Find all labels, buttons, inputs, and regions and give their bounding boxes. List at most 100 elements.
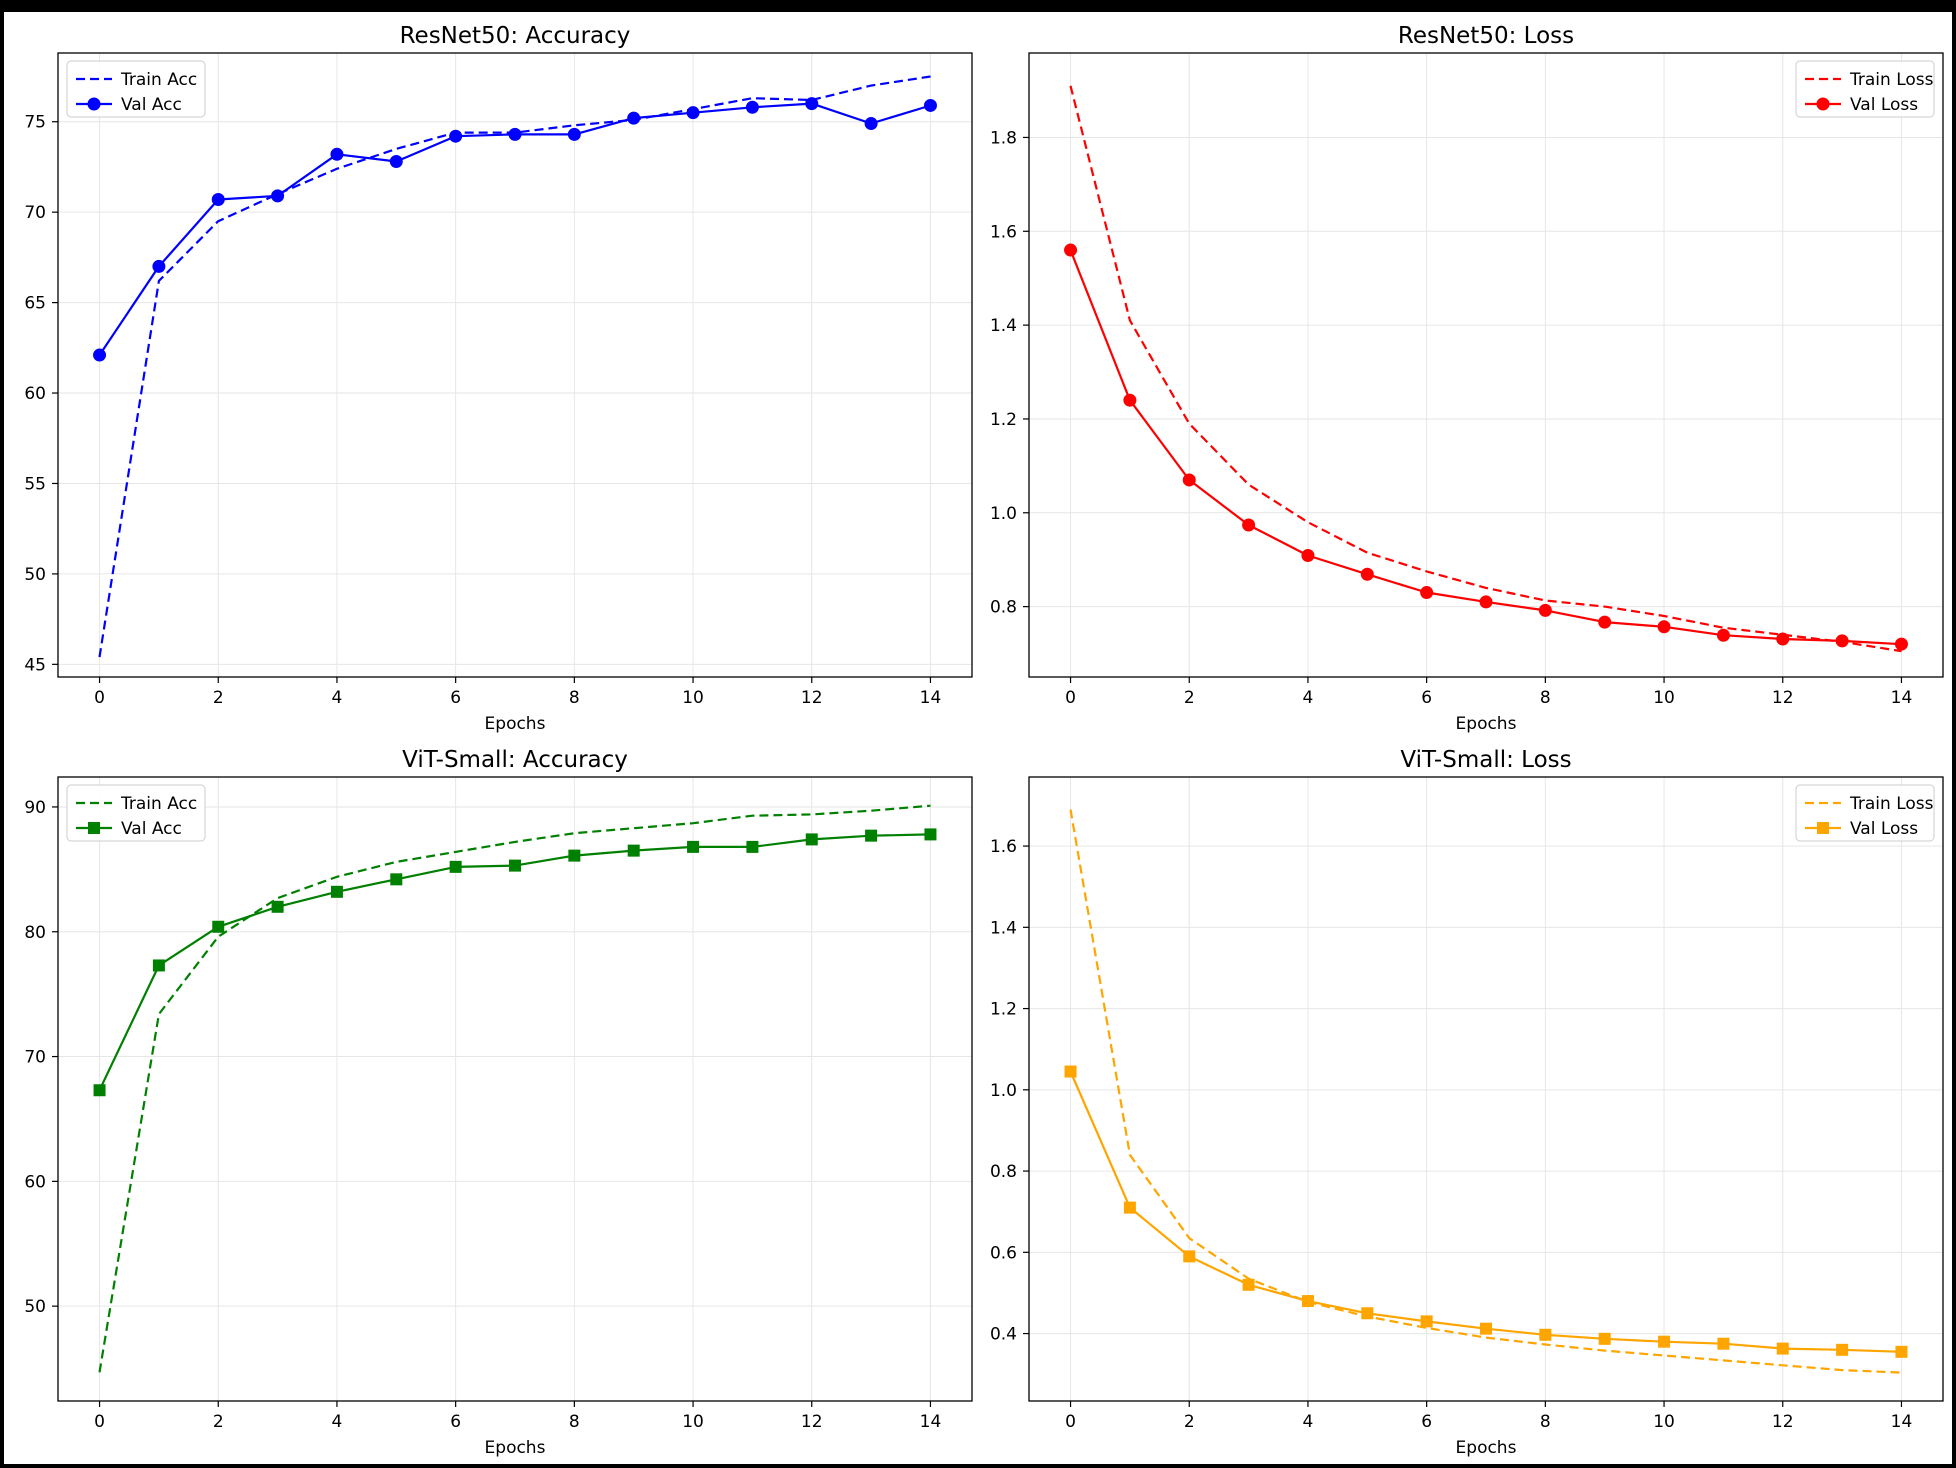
legend-label: Train Loss — [1849, 70, 1934, 90]
y-tick-label: 0.6 — [990, 1243, 1017, 1263]
data-point — [449, 860, 462, 873]
legend-label: Train Acc — [120, 70, 197, 90]
data-point — [746, 840, 759, 853]
x-tick-label: 4 — [1303, 688, 1314, 708]
y-tick-label: 1.2 — [990, 1000, 1017, 1020]
data-point — [864, 117, 878, 131]
legend-marker — [1816, 97, 1830, 111]
y-tick-label: 0.8 — [990, 1162, 1017, 1182]
y-tick-label: 1.2 — [990, 410, 1017, 430]
data-point — [152, 259, 166, 273]
plot-frame — [1028, 776, 1944, 1402]
x-tick-label: 8 — [1540, 688, 1551, 708]
data-point — [1242, 518, 1256, 532]
legend-label: Val Acc — [121, 819, 182, 839]
chart-3: 0 2 4 6 8 10 12 14 50 60 70 80 90 ViT-Small: Accuracy… — [24, 747, 973, 1458]
data-point — [1657, 620, 1671, 634]
x-tick-label: 10 — [682, 688, 704, 708]
x-tick-label: 8 — [1540, 1412, 1551, 1432]
data-point — [330, 147, 344, 161]
y-tick-label: 45 — [24, 655, 46, 675]
x-tick-label: 12 — [1772, 688, 1794, 708]
data-point — [1301, 548, 1315, 562]
y-tick-label: 80 — [24, 923, 46, 943]
x-tick-label: 10 — [1653, 1412, 1675, 1432]
x-tick-label: 8 — [569, 688, 580, 708]
y-tick-label: 90 — [24, 798, 46, 818]
data-point — [1480, 1322, 1492, 1335]
chart-4: 0 2 4 6 8 10 12 14 0.4 0.6 0.8 1.0 1.2 1.4 1.6 ViT-Smal… — [990, 747, 1944, 1458]
data-point — [924, 828, 937, 841]
y-tick-label: 55 — [24, 474, 46, 494]
x-tick-label: 10 — [1653, 688, 1675, 708]
data-point — [1598, 1332, 1611, 1345]
x-tick-label: 4 — [332, 688, 343, 708]
legend-marker — [1817, 822, 1829, 834]
data-point — [1836, 1343, 1849, 1356]
x-tick-label: 6 — [1421, 688, 1432, 708]
data-point — [1123, 1201, 1136, 1214]
figure-background — [4, 12, 1952, 1464]
data-point — [1598, 615, 1612, 629]
y-tick-label: 70 — [24, 1048, 46, 1068]
y-tick-label: 1.4 — [990, 918, 1017, 938]
x-tick-label: 0 — [94, 688, 105, 708]
plot-frame — [57, 52, 973, 678]
chart-title: ResNet50: Accuracy — [400, 23, 631, 49]
data-point — [1479, 595, 1493, 609]
y-tick-label: 1.6 — [990, 837, 1017, 857]
legend: Train Acc Val Acc — [66, 60, 206, 118]
x-tick-label: 2 — [213, 1412, 224, 1432]
data-point — [1301, 1295, 1314, 1308]
chart-2: 0 2 4 6 8 10 12 14 0.8 1.0 1.2 1.4 1.6 1.8 ResNet50: L… — [990, 23, 1944, 734]
legend: Train Loss Val Loss — [1795, 60, 1935, 118]
x-axis-label: Epochs — [485, 714, 546, 734]
data-point — [1717, 1337, 1730, 1350]
legend-marker — [87, 97, 101, 111]
x-tick-label: 12 — [1772, 1412, 1794, 1432]
data-point — [568, 849, 581, 862]
data-point — [865, 829, 878, 842]
data-point — [1716, 628, 1730, 642]
data-point — [1182, 473, 1196, 487]
data-point — [805, 833, 818, 846]
x-tick-label: 12 — [801, 1412, 823, 1432]
data-point — [330, 885, 343, 898]
data-point — [1895, 1345, 1908, 1358]
plot-frame — [1028, 52, 1944, 678]
legend-label: Val Loss — [1850, 819, 1918, 839]
data-point — [1539, 1328, 1552, 1341]
x-tick-label: 6 — [1421, 1412, 1432, 1432]
legend-label: Train Loss — [1849, 794, 1934, 814]
legend-label: Train Acc — [120, 794, 197, 814]
x-tick-label: 12 — [801, 688, 823, 708]
x-tick-label: 2 — [213, 688, 224, 708]
y-tick-label: 70 — [24, 203, 46, 223]
y-tick-label: 60 — [24, 1172, 46, 1192]
legend-label: Val Loss — [1850, 95, 1918, 115]
data-point — [449, 129, 463, 143]
series-line-train-loss — [1069, 809, 1902, 1374]
x-tick-label: 14 — [1891, 688, 1913, 708]
y-tick-label: 75 — [24, 113, 46, 133]
data-point — [93, 1084, 106, 1097]
data-point — [389, 155, 403, 169]
x-tick-label: 0 — [1065, 1412, 1076, 1432]
data-point — [1776, 632, 1790, 646]
data-point — [923, 98, 937, 112]
legend: Train Loss Val Loss — [1795, 784, 1935, 842]
chart-title: ViT-Small: Accuracy — [402, 747, 628, 773]
x-tick-label: 6 — [450, 688, 461, 708]
chart-1: 0 2 4 6 8 10 12 14 45 50 55 60 65 70 75 ResNet50: Accur… — [24, 23, 973, 734]
x-tick-label: 0 — [94, 1412, 105, 1432]
data-point — [1123, 393, 1137, 407]
x-tick-label: 2 — [1184, 688, 1195, 708]
legend: Train Acc Val Acc — [66, 784, 206, 842]
data-point — [212, 920, 225, 933]
data-point — [1658, 1335, 1671, 1348]
data-point — [93, 348, 107, 362]
data-point — [271, 189, 285, 203]
y-tick-label: 1.6 — [990, 222, 1017, 242]
